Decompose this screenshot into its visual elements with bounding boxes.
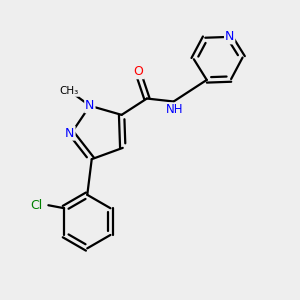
Text: N: N [85, 99, 94, 112]
Text: NH: NH [167, 103, 184, 116]
Text: N: N [65, 127, 75, 140]
Text: N: N [225, 30, 234, 44]
Text: CH₃: CH₃ [59, 86, 79, 96]
Text: O: O [134, 65, 143, 78]
Text: Cl: Cl [30, 199, 43, 212]
